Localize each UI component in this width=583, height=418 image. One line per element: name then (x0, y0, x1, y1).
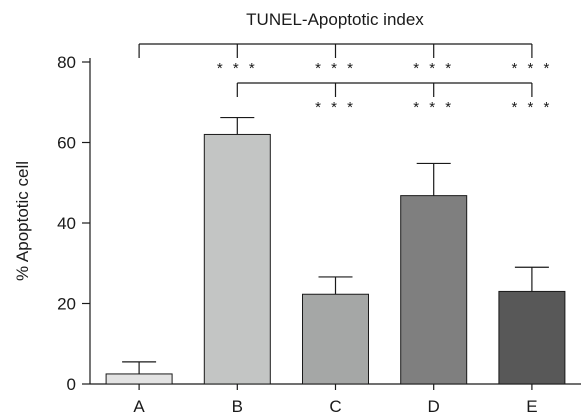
significance-marker: * * * (511, 60, 552, 77)
y-tick-label: 40 (57, 214, 76, 233)
x-tick-label-E: E (526, 397, 537, 416)
axes: 0 20 40 60 80 A B C D E (57, 53, 581, 416)
bar-E (498, 290, 566, 385)
bar-A (105, 373, 173, 385)
bar-C (302, 293, 369, 385)
x-tick-label-A: A (133, 397, 145, 416)
x-tick-label-B: B (232, 397, 243, 416)
significance-marker: * * * (315, 60, 356, 77)
significance-marker: * * * (413, 60, 454, 77)
significance-marker: * * * (511, 99, 552, 116)
y-tick-label: 0 (67, 375, 76, 394)
bar-D (400, 195, 468, 385)
y-axis-label: % Apoptotic cell (13, 161, 32, 281)
x-tick-label-C: C (329, 397, 341, 416)
bar-B (203, 133, 271, 385)
y-tick-label: 80 (57, 53, 76, 72)
significance-marker: * * * (413, 99, 454, 116)
significance-marker: * * * (217, 60, 258, 77)
significance-brackets: * * * * * * * * * * * * * * * * * * * * * (138, 43, 552, 116)
y-tick-label: 60 (57, 134, 76, 153)
y-tick-label: 20 (57, 295, 76, 314)
chart-title: TUNEL-Apoptotic index (246, 10, 424, 29)
x-tick-label-D: D (428, 397, 440, 416)
significance-marker: * * * (315, 99, 356, 116)
bars-group (105, 116, 566, 385)
